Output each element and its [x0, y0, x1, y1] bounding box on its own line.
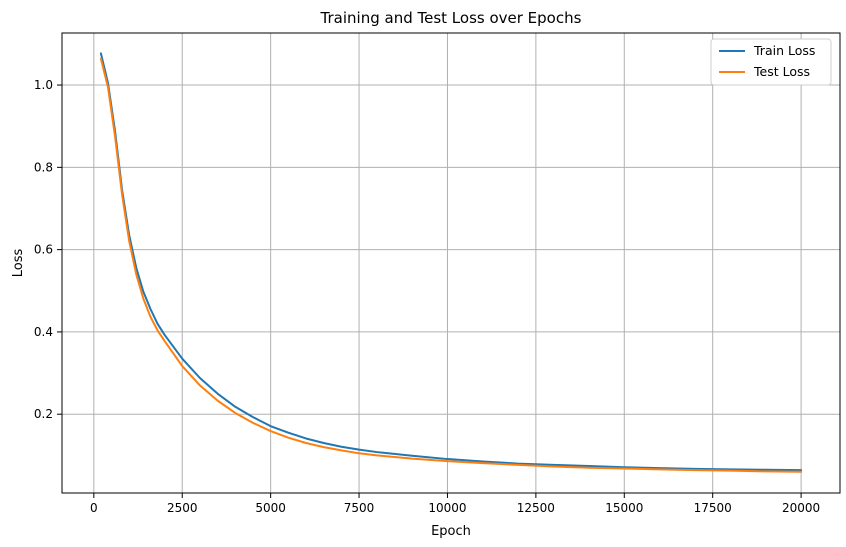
- x-tick-label: 0: [90, 501, 98, 515]
- series-line-test-loss: [99, 57, 803, 473]
- x-tick-label: 10000: [428, 501, 466, 515]
- x-tick-label: 15000: [605, 501, 643, 515]
- series-line-train-loss: [99, 52, 803, 472]
- x-tick-label: 5000: [255, 501, 286, 515]
- y-tick-label: 0.8: [34, 160, 53, 174]
- x-tick-label: 12500: [517, 501, 555, 515]
- plot-frame: [61, 32, 841, 494]
- x-tick-label: 2500: [167, 501, 198, 515]
- y-tick-label: 0.6: [34, 243, 53, 257]
- x-tick-label: 20000: [782, 501, 820, 515]
- legend: Train Loss Test Loss: [710, 38, 832, 86]
- y-axis-label: Loss: [11, 249, 26, 278]
- x-axis-label: Epoch: [431, 524, 471, 539]
- y-tick-label: 0.2: [34, 407, 53, 421]
- plot-background: [62, 33, 840, 493]
- y-tick-label: 1.0: [34, 78, 53, 92]
- x-tick-label: 17500: [694, 501, 732, 515]
- axes-layer: [61, 32, 841, 494]
- grid-layer: [62, 33, 840, 493]
- legend-label-train-loss: Train Loss: [753, 43, 815, 58]
- legend-label-test-loss: Test Loss: [753, 64, 810, 79]
- chart-title: Training and Test Loss over Epochs: [320, 9, 582, 27]
- x-tick-label: 7500: [344, 501, 375, 515]
- ticks-layer: 0 2500 5000 7500 10000 12500 15000 17500 20000 0.…: [34, 78, 820, 515]
- series-layer: [99, 52, 803, 473]
- y-tick-label: 0.4: [34, 325, 53, 339]
